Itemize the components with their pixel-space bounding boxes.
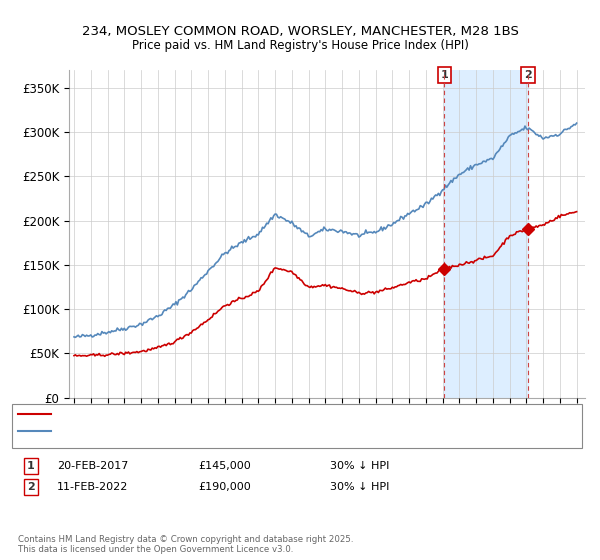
Text: Price paid vs. HM Land Registry's House Price Index (HPI): Price paid vs. HM Land Registry's House … bbox=[131, 39, 469, 52]
Text: 30% ↓ HPI: 30% ↓ HPI bbox=[330, 461, 389, 471]
Text: 30% ↓ HPI: 30% ↓ HPI bbox=[330, 482, 389, 492]
Text: 234, MOSLEY COMMON ROAD, WORSLEY, MANCHESTER, M28 1BS: 234, MOSLEY COMMON ROAD, WORSLEY, MANCHE… bbox=[82, 25, 518, 38]
Text: £190,000: £190,000 bbox=[198, 482, 251, 492]
Text: 2: 2 bbox=[27, 482, 35, 492]
Text: 11-FEB-2022: 11-FEB-2022 bbox=[57, 482, 128, 492]
Text: HPI: Average price, detached house, Wigan: HPI: Average price, detached house, Wiga… bbox=[57, 426, 283, 436]
Text: 2: 2 bbox=[524, 70, 532, 80]
Bar bbox=[444, 70, 528, 398]
Text: 234, MOSLEY COMMON ROAD, WORSLEY, MANCHESTER, M28 1BS (detached house): 234, MOSLEY COMMON ROAD, WORSLEY, MANCHE… bbox=[57, 409, 495, 419]
Text: £145,000: £145,000 bbox=[198, 461, 251, 471]
Text: 1: 1 bbox=[27, 461, 35, 471]
Text: 1: 1 bbox=[440, 70, 448, 80]
Text: Contains HM Land Registry data © Crown copyright and database right 2025.
This d: Contains HM Land Registry data © Crown c… bbox=[18, 535, 353, 554]
Text: 20-FEB-2017: 20-FEB-2017 bbox=[57, 461, 128, 471]
